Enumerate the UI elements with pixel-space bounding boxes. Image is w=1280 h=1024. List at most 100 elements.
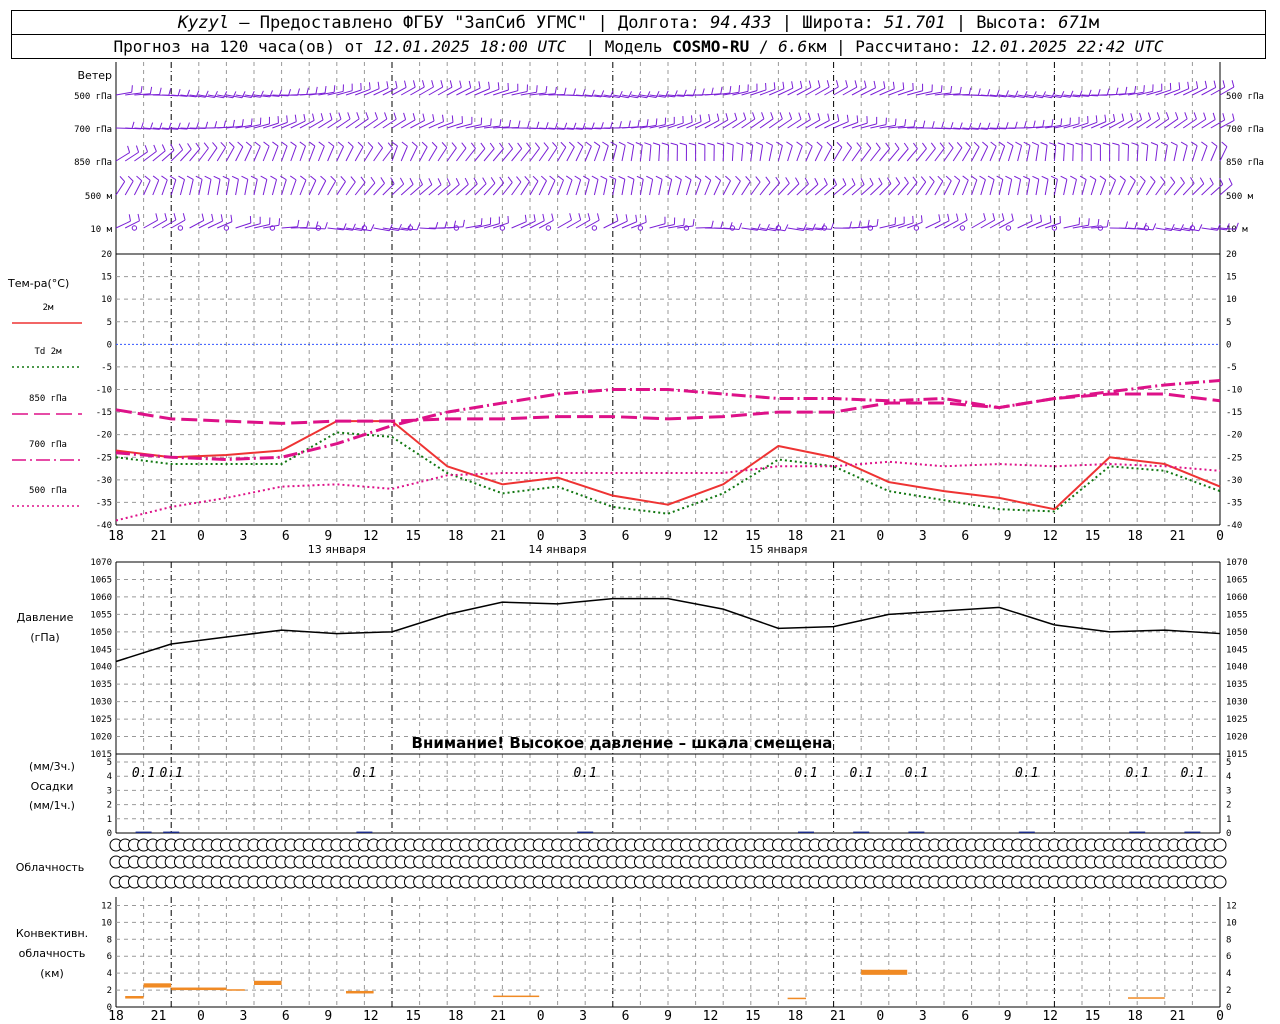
wind-barb-feather	[540, 175, 547, 182]
precip-value-label: 0.1	[1015, 766, 1038, 781]
wind-barb-feather	[1051, 91, 1056, 98]
wind-barb-feather	[1040, 142, 1048, 146]
wind-barb-shaft	[907, 90, 923, 96]
wind-barb-feather	[1143, 85, 1145, 93]
wind-barb-feather	[333, 85, 336, 93]
wind-barb-feather	[1232, 113, 1235, 121]
model-name: COSMO-RU	[672, 37, 750, 56]
wind-barb-shaft	[943, 93, 960, 96]
wind-barb-feather	[697, 142, 705, 146]
wind-barb-shaft	[686, 121, 702, 129]
wind-barb-feather	[1066, 142, 1074, 146]
wind-barb-shaft	[1109, 93, 1126, 96]
temp-tick-right: -25	[1226, 453, 1242, 463]
wind-barb-feather	[849, 221, 852, 229]
wind-barb-shaft	[235, 179, 239, 196]
wind-barb-feather	[490, 177, 496, 184]
wind-barb-feather	[735, 175, 741, 182]
wind-barb-feather	[461, 142, 467, 149]
wind-barb-shaft	[216, 179, 221, 196]
wind-barb-shaft	[566, 179, 573, 196]
wind-barb-shaft	[860, 147, 872, 162]
wind-barb-shaft	[474, 223, 491, 229]
wind-barb-shaft	[1219, 184, 1233, 196]
wind-barb-feather	[211, 213, 214, 221]
wind-barb-shaft	[649, 223, 666, 229]
wind-barb-feather	[517, 120, 521, 128]
wind-barb-feather	[1170, 141, 1178, 146]
wind-barb-shaft	[1192, 87, 1207, 96]
wind-barb-shaft	[1182, 118, 1197, 129]
wind-barb-feather	[1180, 141, 1188, 146]
wind-barb-shaft	[1127, 144, 1130, 162]
calm-circle	[269, 225, 276, 231]
wind-barb-feather	[187, 143, 192, 150]
wind-barb-shaft	[207, 179, 212, 196]
wind-barb-feather	[230, 214, 233, 222]
wind-barb-feather	[387, 142, 393, 149]
conv-unit: (км)	[40, 967, 64, 980]
precip-tick-right: 2	[1226, 801, 1231, 811]
wind-barb-shaft	[630, 145, 635, 162]
wind-barb-shaft	[769, 88, 785, 96]
wind-barb-shaft	[235, 146, 244, 162]
calm-circle	[591, 225, 598, 231]
wind-barb-feather	[591, 175, 599, 180]
wind-barb-feather	[846, 142, 852, 148]
wind-barb-shaft	[1155, 227, 1172, 232]
wind-barb-shaft	[980, 94, 997, 97]
wind-barb-shaft	[419, 227, 436, 230]
wind-barb-shaft	[621, 94, 638, 99]
wind-barb-shaft	[805, 183, 819, 196]
wind-barb-shaft	[741, 90, 758, 96]
wind-barb-shaft	[824, 120, 840, 129]
wind-barb-feather	[260, 175, 268, 180]
wind-barb-shaft	[925, 148, 936, 162]
temp-tick-right: -35	[1226, 498, 1242, 508]
wind-barb-shaft	[961, 146, 972, 162]
computed-label: Рассчитано:	[855, 37, 962, 56]
wind-barb-shaft	[492, 148, 504, 162]
wind-barb-shaft	[281, 179, 287, 196]
wind-barb-shaft	[621, 145, 626, 162]
wind-barb-shaft	[1053, 145, 1057, 162]
calm-circle	[1097, 225, 1104, 231]
wind-barb-feather	[903, 142, 909, 150]
wind-barb-feather	[168, 88, 172, 96]
wind-barb-feather	[377, 81, 380, 89]
wind-barb-shaft	[262, 179, 268, 196]
wind-barb-shaft	[989, 179, 995, 196]
wind-barb-shaft	[915, 181, 927, 196]
wind-barb-shaft	[465, 224, 482, 229]
wind-barb-shaft	[833, 184, 847, 196]
wind-barb-shaft	[778, 118, 792, 129]
wind-barb-shaft	[382, 87, 398, 96]
precip-value-label: 0.1	[849, 766, 872, 781]
wind-barb-shaft	[1182, 87, 1198, 96]
wind-barb-feather	[930, 142, 936, 149]
wind-barb-feather	[186, 89, 191, 97]
x-tick-label-bottom: 9	[664, 1009, 672, 1024]
wind-barb-feather	[421, 141, 428, 148]
x-tick-label: 0	[876, 529, 884, 544]
wind-barb-shaft	[1054, 94, 1071, 98]
precip-tick-left: 4	[107, 772, 112, 782]
wind-barb-feather	[609, 121, 613, 129]
wind-barb-shaft	[805, 146, 813, 162]
wind-barb-shaft	[1054, 124, 1071, 129]
wind-barb-shaft	[667, 94, 684, 97]
wind-barb-feather	[1014, 175, 1021, 180]
wind-barb-shaft	[318, 91, 335, 96]
wind-barb-feather	[670, 142, 678, 146]
wind-barb-feather	[970, 175, 978, 181]
wind-barb-shaft	[842, 184, 856, 196]
wind-barb-shaft	[207, 147, 218, 162]
computed-value: 12.01.2025 22:42 UTC	[970, 37, 1164, 56]
pressure-tick-left: 1035	[90, 680, 112, 690]
wind-barb-shaft	[1109, 119, 1124, 129]
wind-barb-shaft	[870, 148, 881, 162]
wind-barb-shaft	[723, 91, 740, 96]
wind-barb-shaft	[1072, 122, 1089, 129]
wind-barb-feather	[1041, 175, 1049, 180]
wind-barb-shaft	[1072, 224, 1089, 229]
